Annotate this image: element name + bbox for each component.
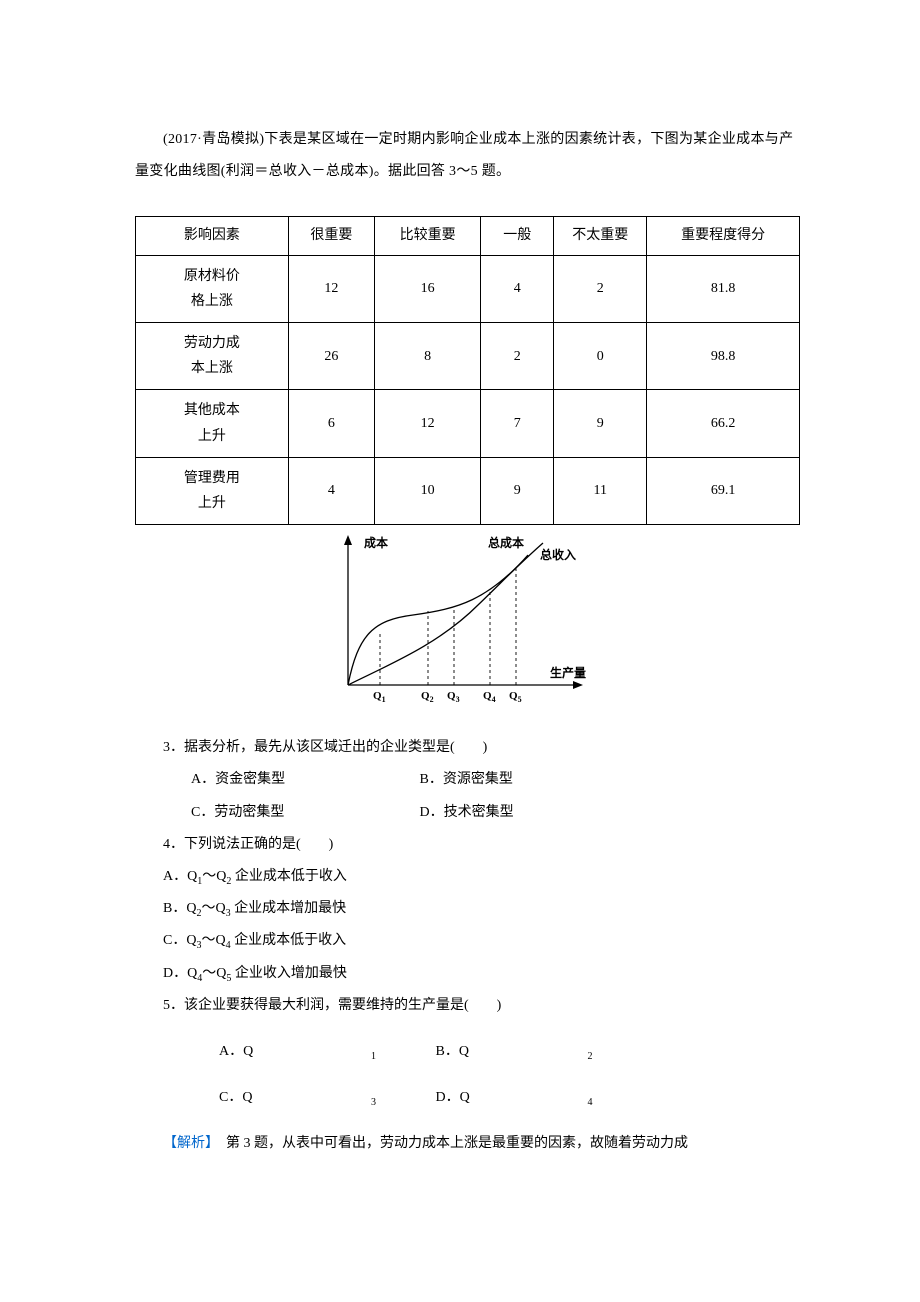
cell: 98.8 [647, 322, 800, 389]
cell-factor: 其他成本上升 [136, 390, 289, 457]
table-header-row: 影响因素 很重要 比较重要 一般 不太重要 重要程度得分 [136, 217, 800, 255]
q5-stem: 5．该企业要获得最大利润，需要维持的生产量是( ) [135, 990, 800, 1022]
cell: 0 [554, 322, 647, 389]
cell: 4 [481, 255, 554, 322]
cell-factor: 管理费用上升 [136, 457, 289, 524]
intro-paragraph: (2017·青岛模拟)下表是某区域在一定时期内影响企业成本上涨的因素统计表，下图… [135, 124, 800, 188]
svg-text:Q2: Q2 [421, 690, 434, 704]
analysis-label: 【解析】 [163, 1136, 212, 1151]
svg-text:总收入: 总收入 [540, 547, 576, 562]
cell: 26 [288, 322, 374, 389]
cell-factor: 原材料价格上涨 [136, 255, 289, 322]
cell: 7 [481, 390, 554, 457]
cell: 12 [375, 390, 481, 457]
factors-table: 影响因素 很重要 比较重要 一般 不太重要 重要程度得分 原材料价格上涨 12 … [135, 216, 800, 525]
col-factor: 影响因素 [136, 217, 289, 255]
q3-stem: 3．据表分析，最先从该区域迁出的企业类型是( ) [135, 732, 800, 764]
q3-opt-a: A．资金密集型 [163, 764, 388, 796]
col-general: 一般 [481, 217, 554, 255]
cell: 81.8 [647, 255, 800, 322]
q5-options-row2: C．Q3 D．Q4 [135, 1082, 800, 1114]
cell: 16 [375, 255, 481, 322]
q3-options-row1: A．资金密集型 B．资源密集型 [135, 764, 800, 796]
cell: 2 [554, 255, 647, 322]
cell: 8 [375, 322, 481, 389]
q5-opt-b: B．Q2 [380, 1036, 593, 1068]
col-very: 很重要 [288, 217, 374, 255]
cell: 66.2 [647, 390, 800, 457]
q3-opt-d: D．技术密集型 [392, 797, 514, 829]
svg-text:Q4: Q4 [483, 690, 496, 704]
svg-text:Q3: Q3 [447, 690, 460, 704]
q5-opt-c: C．Q3 [163, 1082, 376, 1114]
cell-factor: 劳动力成本上涨 [136, 322, 289, 389]
q3-opt-c: C．劳动密集型 [163, 797, 388, 829]
svg-text:Q5: Q5 [509, 690, 522, 704]
col-score: 重要程度得分 [647, 217, 800, 255]
cell: 11 [554, 457, 647, 524]
q5-options-row1: A．Q1 B．Q2 [135, 1036, 800, 1068]
svg-text:生产量: 生产量 [550, 665, 586, 680]
table-row: 其他成本上升 6 12 7 9 66.2 [136, 390, 800, 457]
cell: 69.1 [647, 457, 800, 524]
table-row: 原材料价格上涨 12 16 4 2 81.8 [136, 255, 800, 322]
q5-opt-d: D．Q4 [380, 1082, 593, 1114]
cell: 4 [288, 457, 374, 524]
q3-options-row2: C．劳动密集型 D．技术密集型 [135, 797, 800, 829]
table-row: 劳动力成本上涨 26 8 2 0 98.8 [136, 322, 800, 389]
cell: 9 [554, 390, 647, 457]
cell: 2 [481, 322, 554, 389]
svg-text:Q1: Q1 [373, 690, 386, 704]
cost-chart-svg: 成本 总成本总收入生产量 Q1 Q2 Q3 Q4 Q5 [318, 535, 618, 715]
col-relatively: 比较重要 [375, 217, 481, 255]
cell: 10 [375, 457, 481, 524]
q3-opt-b: B．资源密集型 [392, 764, 513, 796]
q4-opt-b: B．Q2～Q3 企业成本增加最快 [135, 893, 800, 925]
analysis-paragraph: 【解析】 第 3 题，从表中可看出，劳动力成本上涨是最重要的因素，故随着劳动力成 [135, 1128, 800, 1160]
table-row: 管理费用上升 4 10 9 11 69.1 [136, 457, 800, 524]
cell: 6 [288, 390, 374, 457]
q4-opt-a: A．Q1～Q2 企业成本低于收入 [135, 861, 800, 893]
svg-text:总成本: 总成本 [488, 535, 524, 550]
cell: 12 [288, 255, 374, 322]
q4-opt-d: D．Q4～Q5 企业收入增加最快 [135, 958, 800, 990]
q4-stem: 4．下列说法正确的是( ) [135, 829, 800, 861]
analysis-text: 第 3 题，从表中可看出，劳动力成本上涨是最重要的因素，故随着劳动力成 [212, 1136, 688, 1151]
q5-opt-a: A．Q1 [163, 1036, 376, 1068]
col-notvery: 不太重要 [554, 217, 647, 255]
q4-opt-c: C．Q3～Q4 企业成本低于收入 [135, 925, 800, 957]
cost-chart: 成本 总成本总收入生产量 Q1 Q2 Q3 Q4 Q5 [135, 535, 800, 728]
cell: 9 [481, 457, 554, 524]
svg-text:成本: 成本 [364, 535, 388, 550]
